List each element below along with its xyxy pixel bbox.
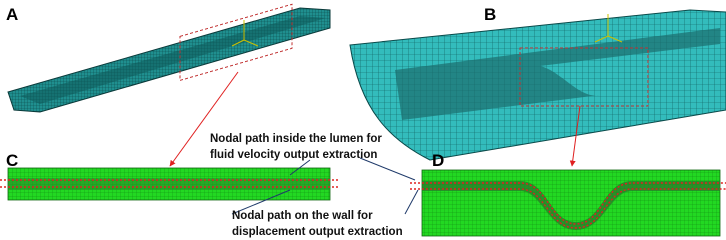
- annotation-text: Nodal path on the wall for: [232, 210, 373, 222]
- path-lumen-d: [410, 182, 726, 225]
- lumen-b: [395, 28, 720, 120]
- panel-label: D: [432, 151, 444, 170]
- region-box-b: [519, 47, 649, 107]
- panel-a-model: [7, 3, 331, 113]
- panel-label: C: [6, 151, 18, 170]
- panel-c-model: [0, 167, 340, 201]
- region-box-a: [179, 3, 293, 82]
- panel-d-model: [410, 169, 726, 237]
- arrow-b-d: [569, 105, 581, 167]
- lumen-a: [20, 16, 326, 104]
- panel-b-model: [349, 9, 726, 161]
- pointer-wall: [231, 189, 419, 215]
- annotation-text: displacement output extraction: [232, 226, 403, 238]
- axes-b: [594, 14, 623, 43]
- panel-label: A: [6, 5, 18, 24]
- annotation-text: Nodal path inside the lumen for: [210, 133, 382, 145]
- panel-label: B: [484, 5, 496, 24]
- arrow-a-c: [169, 71, 239, 167]
- lumen-d: [422, 181, 720, 230]
- path-wall-d: [410, 188, 726, 229]
- pointer-lumen: [289, 157, 416, 181]
- axes-a: [231, 20, 259, 47]
- annotation-text: fluid velocity output extraction: [210, 149, 377, 161]
